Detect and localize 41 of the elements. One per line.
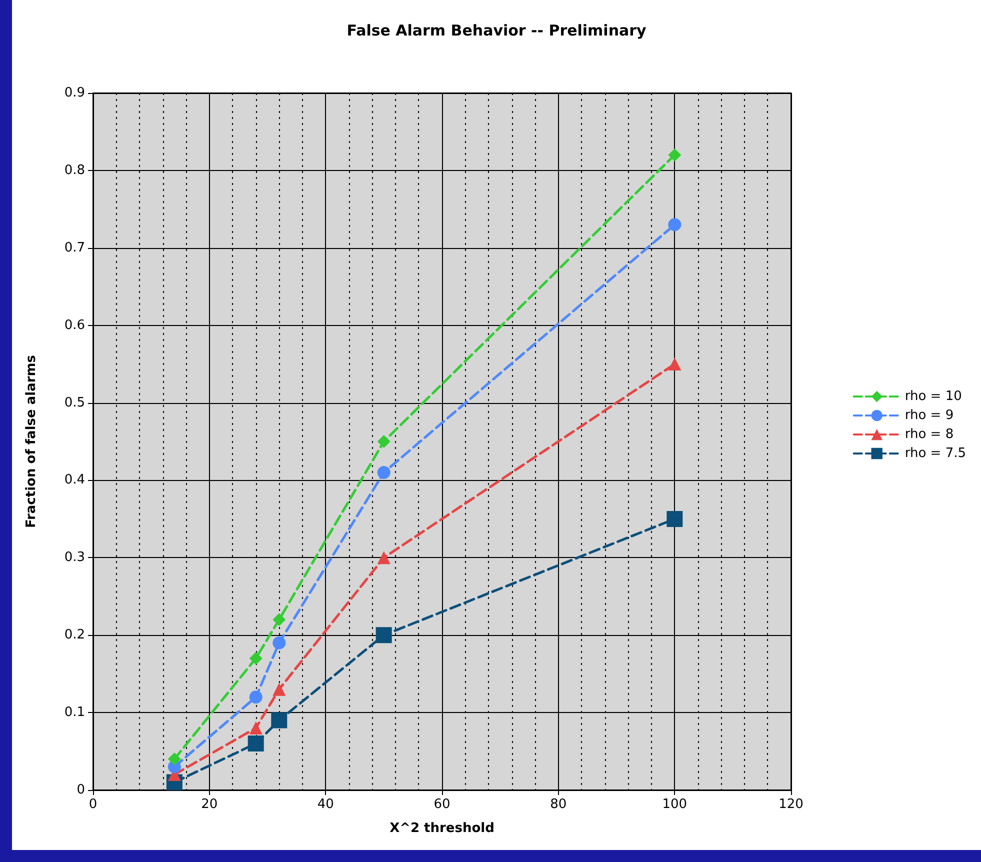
- legend-label: rho = 9: [904, 408, 954, 423]
- legend-label: rho = 8: [904, 427, 954, 442]
- point: [248, 736, 264, 752]
- x-tick-label: 20: [201, 797, 218, 812]
- x-tick-label: 100: [662, 797, 688, 812]
- y-tick-label: 0.6: [64, 318, 85, 333]
- y-tick-label: 0.8: [64, 162, 85, 178]
- y-tick-label: 0.4: [64, 472, 85, 488]
- point: [272, 613, 286, 626]
- y-tick-label: 0.2: [64, 628, 85, 643]
- point: [377, 435, 390, 448]
- x-tick-label: 60: [434, 797, 450, 812]
- point: [272, 636, 286, 650]
- x-axis-title: X^2 threshold: [390, 821, 494, 836]
- y-tick-label: 0.5: [64, 395, 85, 410]
- point: [249, 722, 262, 735]
- point: [271, 712, 288, 728]
- point: [377, 466, 390, 479]
- point: [272, 682, 286, 696]
- point: [376, 627, 392, 644]
- legend-label: rho = 10: [904, 389, 962, 404]
- point: [249, 690, 262, 704]
- x-tick-label: 80: [550, 797, 567, 812]
- legend-label: rho = 7.5: [904, 446, 966, 461]
- x-tick-label: 0: [88, 797, 98, 812]
- point: [668, 148, 682, 162]
- y-axis-title: Fraction of false alarms: [24, 354, 39, 528]
- y-tick-label: 0.3: [64, 550, 85, 566]
- y-tick-label: 0: [76, 782, 85, 798]
- x-tick-label: 120: [778, 797, 804, 812]
- point: [666, 510, 683, 527]
- y-tick-label: 0.7: [64, 240, 85, 256]
- point: [249, 652, 262, 665]
- point: [668, 218, 682, 232]
- point: [168, 752, 181, 766]
- y-tick-label: 0.9: [64, 86, 85, 100]
- point: [377, 551, 390, 564]
- point: [668, 358, 682, 371]
- y-tick-label: 0.1: [64, 705, 85, 720]
- x-tick-label: 40: [317, 797, 334, 812]
- chart-title: False Alarm Behavior -- Preliminary: [346, 22, 647, 40]
